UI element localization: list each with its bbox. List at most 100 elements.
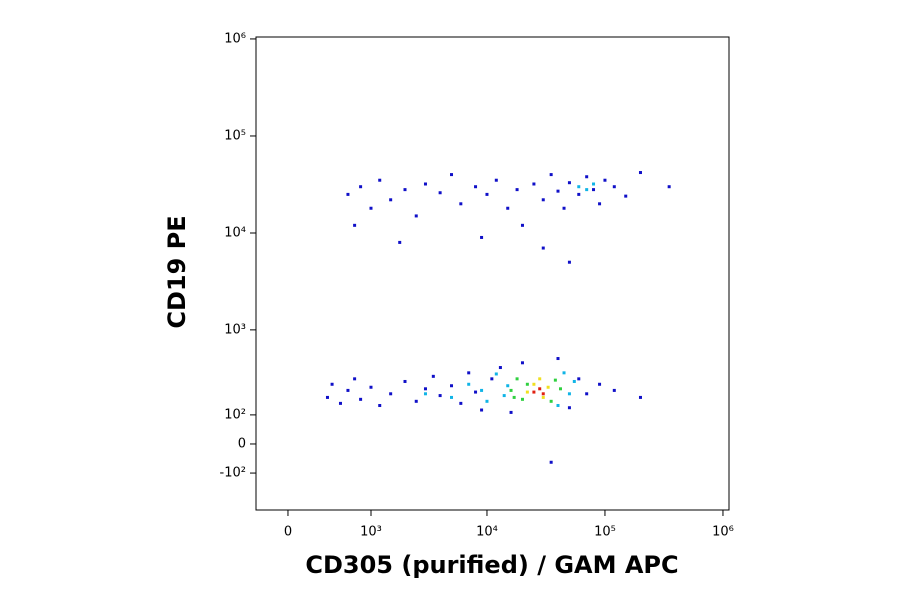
y-tick-label: -10² xyxy=(220,466,246,481)
data-point xyxy=(359,185,363,189)
data-point xyxy=(541,392,545,396)
y-axis-title: CD19 PE xyxy=(163,215,191,328)
data-point xyxy=(509,410,513,414)
data-point xyxy=(541,198,545,202)
data-point xyxy=(353,377,357,381)
data-point xyxy=(467,382,471,386)
data-point xyxy=(378,404,382,408)
data-point xyxy=(567,406,571,410)
data-point xyxy=(498,366,502,370)
data-point xyxy=(485,192,489,196)
data-point xyxy=(577,192,581,196)
data-point xyxy=(359,397,363,401)
data-point xyxy=(438,394,442,398)
data-point xyxy=(532,390,536,394)
data-point xyxy=(525,390,529,394)
data-point xyxy=(567,260,571,264)
x-tick-label: 10³ xyxy=(360,525,382,540)
data-point xyxy=(423,182,427,186)
data-point xyxy=(506,384,510,388)
data-point xyxy=(403,379,407,383)
data-point xyxy=(538,387,542,391)
y-tick-label: 10⁶ xyxy=(224,31,246,46)
x-tick-label: 10⁶ xyxy=(712,525,734,540)
data-point xyxy=(431,374,435,378)
x-tick-label: 10⁴ xyxy=(476,525,498,540)
data-point xyxy=(585,188,589,192)
data-point xyxy=(612,185,616,189)
x-axis-title: CD305 (purified) / GAM APC xyxy=(305,551,678,579)
data-point xyxy=(520,361,524,365)
data-point xyxy=(378,178,382,182)
data-point xyxy=(423,392,427,396)
data-point xyxy=(546,385,550,389)
data-point xyxy=(474,390,478,394)
data-point xyxy=(515,188,519,192)
data-point xyxy=(459,401,463,405)
data-point xyxy=(353,223,357,227)
data-point xyxy=(541,395,545,399)
data-point xyxy=(612,388,616,392)
data-point xyxy=(592,182,596,186)
data-point xyxy=(667,185,671,189)
x-tick-label: 0 xyxy=(284,525,292,540)
data-point xyxy=(538,377,542,381)
data-point xyxy=(509,388,513,392)
x-tick-label: 10⁵ xyxy=(594,525,616,540)
data-point xyxy=(549,399,553,403)
data-point xyxy=(553,378,557,382)
data-point xyxy=(638,171,642,175)
data-point xyxy=(414,214,418,218)
data-point xyxy=(480,235,484,239)
data-point xyxy=(389,392,393,396)
data-point xyxy=(389,198,393,202)
data-point xyxy=(474,185,478,189)
data-point xyxy=(512,395,516,399)
data-point xyxy=(346,192,350,196)
data-point xyxy=(506,206,510,210)
data-point xyxy=(330,382,334,386)
data-point xyxy=(562,206,566,210)
data-point xyxy=(520,397,524,401)
data-point xyxy=(450,173,454,177)
data-point xyxy=(467,371,471,375)
data-point xyxy=(532,382,536,386)
data-point xyxy=(438,191,442,195)
data-point xyxy=(541,246,545,250)
data-point xyxy=(585,175,589,179)
data-point xyxy=(346,388,350,392)
data-point xyxy=(403,188,407,192)
data-point xyxy=(556,357,560,361)
data-point xyxy=(525,382,529,386)
data-point xyxy=(567,181,571,185)
data-point xyxy=(556,189,560,193)
data-point xyxy=(577,185,581,189)
data-point xyxy=(369,206,373,210)
data-point xyxy=(562,371,566,375)
data-point xyxy=(480,408,484,412)
data-point xyxy=(515,377,519,381)
data-point xyxy=(624,194,628,198)
y-tick-label: 0 xyxy=(238,436,246,451)
data-point xyxy=(398,240,402,244)
data-point xyxy=(450,395,454,399)
y-tick-label: 10³ xyxy=(224,322,246,337)
data-point xyxy=(325,395,329,399)
data-point xyxy=(414,399,418,403)
data-point xyxy=(338,401,342,405)
data-point xyxy=(603,178,607,182)
data-point xyxy=(585,392,589,396)
data-point xyxy=(567,392,571,396)
data-point xyxy=(494,178,498,182)
data-point xyxy=(485,399,489,403)
data-point xyxy=(369,385,373,389)
y-tick-label: 10⁴ xyxy=(224,226,246,241)
plot-frame xyxy=(255,36,730,511)
data-point xyxy=(556,404,560,408)
data-point xyxy=(450,384,454,388)
data-point xyxy=(549,460,553,464)
data-point xyxy=(494,372,498,376)
data-point xyxy=(592,188,596,192)
y-tick-label: 10⁵ xyxy=(224,128,246,143)
